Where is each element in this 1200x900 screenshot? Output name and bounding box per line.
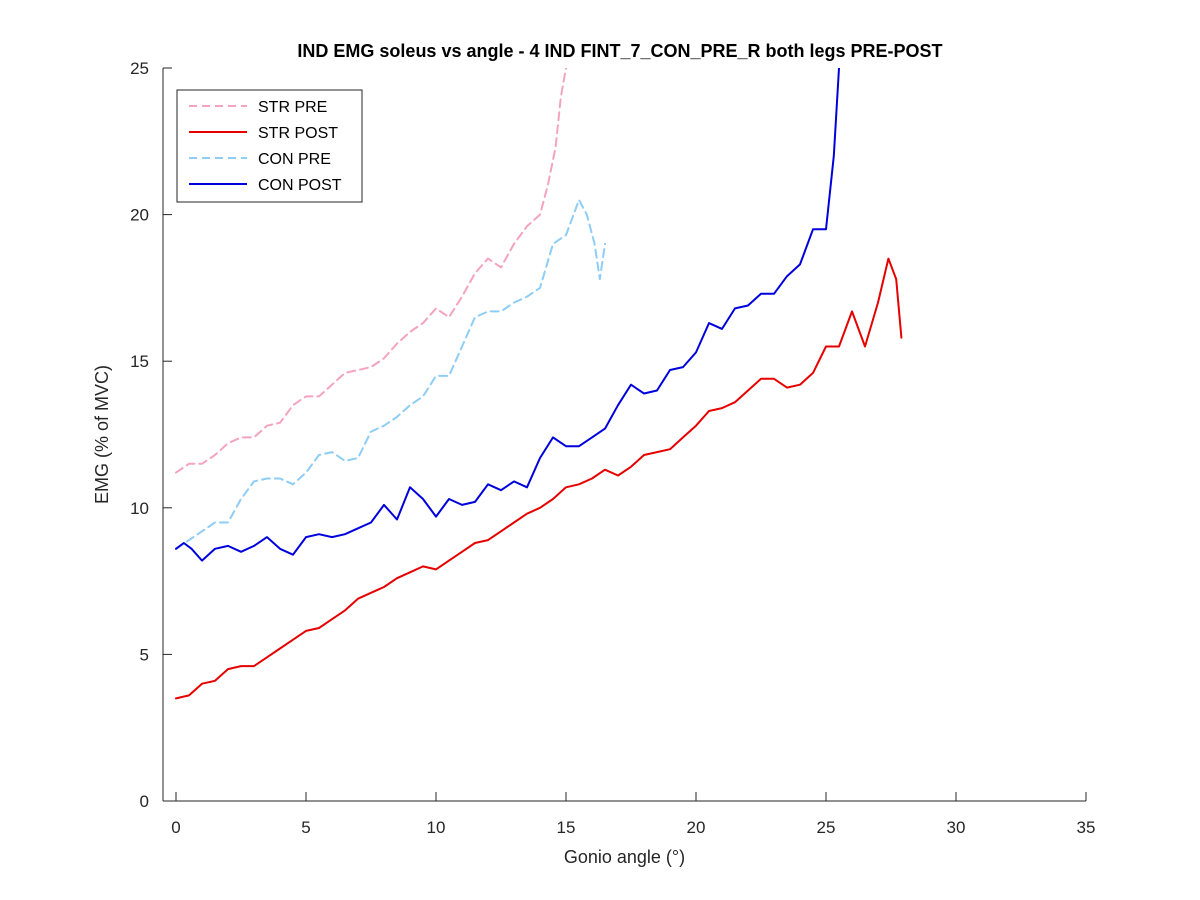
- y-axis-ticks: 0 5 10 15 20 25: [130, 59, 172, 811]
- y-tick-label: 20: [130, 206, 149, 225]
- x-tick-label: 15: [557, 818, 576, 837]
- legend-label: STR POST: [258, 125, 338, 142]
- series-line-4: [175, 68, 840, 562]
- x-tick-label: 25: [817, 818, 836, 837]
- legend-label: CON POST: [258, 177, 342, 194]
- x-tick-label: 35: [1077, 818, 1096, 837]
- x-axis-label: Gonio angle (°): [564, 847, 685, 867]
- y-tick-label: 15: [130, 352, 149, 371]
- y-tick-label: 10: [130, 499, 149, 518]
- y-axis-label: EMG (% of MVC): [92, 365, 112, 504]
- series-line-1: [175, 68, 567, 474]
- chart-title: IND EMG soleus vs angle - 4 IND FINT_7_C…: [297, 41, 942, 61]
- y-tick-label: 0: [140, 792, 149, 811]
- x-tick-label: 20: [687, 818, 706, 837]
- y-tick-label: 25: [130, 59, 149, 78]
- legend: STR PRE STR POST CON PRE CON POST: [176, 89, 363, 203]
- legend-label: STR PRE: [258, 99, 327, 116]
- x-tick-label: 5: [301, 818, 310, 837]
- series-layer: [175, 68, 903, 700]
- series-line-3: [175, 198, 606, 550]
- x-axis-ticks: 0 5 10 15 20 25 30 35: [171, 792, 1095, 837]
- legend-label: CON PRE: [258, 151, 331, 168]
- y-tick-label: 5: [140, 645, 149, 664]
- x-tick-label: 0: [171, 818, 180, 837]
- series-line-2: [175, 257, 903, 700]
- x-tick-label: 10: [427, 818, 446, 837]
- x-tick-label: 30: [947, 818, 966, 837]
